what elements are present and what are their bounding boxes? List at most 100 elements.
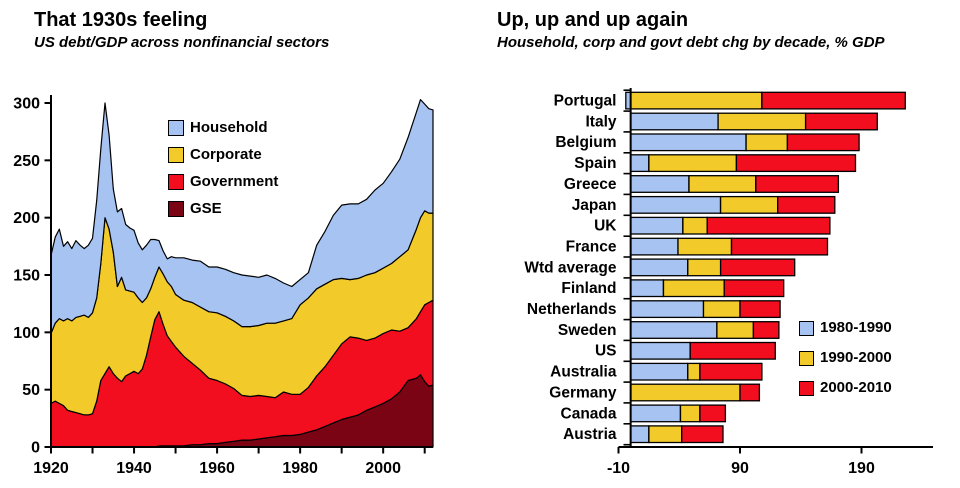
bar-segment-wtd-average-2000-2010 (719, 258, 796, 277)
bar-segment-uk-1980-1990 (629, 216, 684, 235)
bar-segment-sweden-1980-1990 (629, 321, 718, 339)
bar-segment-belgium-1980-1990 (629, 133, 747, 152)
x-tick-label: 1920 (33, 460, 69, 477)
category-label: US (595, 343, 617, 360)
bar-segment-belgium-1990-2000 (745, 133, 789, 152)
legend-label-household: Household (190, 119, 268, 136)
bar-segment-greece-1980-1990 (629, 175, 690, 193)
decade-1980-swatch (799, 320, 814, 336)
category-label: Spain (574, 155, 616, 172)
bar-segment-finland-1980-1990 (629, 279, 665, 298)
x-tick-label: 1980 (282, 460, 318, 477)
bar-segment-finland-1990-2000 (662, 279, 725, 298)
legend-item-household: Household (168, 120, 278, 136)
household-swatch (168, 120, 184, 136)
bar-segment-greece-1990-2000 (688, 175, 757, 193)
x-tick-label: 2000 (365, 460, 401, 477)
bar-segment-portugal-1990-2000 (629, 91, 763, 110)
x-tick-label: 1960 (199, 460, 235, 477)
category-label: Austria (563, 426, 617, 443)
bar-segment-finland-2000-2010 (723, 279, 785, 298)
y-tick-label: 0 (31, 440, 40, 457)
left-chart-title: That 1930s feeling (34, 9, 208, 31)
bar-segment-netherlands-1990-2000 (702, 300, 741, 319)
left-chart-legend: Household Corporate Government GSE (168, 120, 278, 228)
right-chart-legend: 1980-1990 1990-2000 2000-2010 (799, 320, 892, 410)
category-label: Canada (561, 405, 617, 422)
legend-item-gse: GSE (168, 201, 278, 217)
x-tick-label: 1940 (116, 460, 152, 477)
bar-segment-belgium-2000-2010 (786, 133, 860, 152)
bar-segment-portugal-2000-2010 (761, 91, 906, 110)
y-tick-label: 50 (22, 382, 40, 399)
legend-item-corporate: Corporate (168, 147, 278, 163)
x-tick-label: -10 (607, 460, 630, 477)
y-tick-label: 300 (13, 96, 40, 113)
bar-segment-spain-1980-1990 (629, 154, 650, 173)
y-tick-label: 100 (13, 325, 40, 342)
left-chart-subtitle: US debt/GDP across nonfinancial sectors (34, 34, 330, 51)
bar-segment-japan-1990-2000 (719, 195, 779, 214)
bar-segment-japan-1980-1990 (629, 195, 722, 214)
category-label: Sweden (558, 322, 617, 339)
legend-item-2000-2010: 2000-2010 (799, 380, 892, 396)
bar-segment-austria-2000-2010 (681, 425, 724, 444)
bar-segment-spain-2000-2010 (735, 154, 857, 173)
bar-segment-austria-1980-1990 (629, 425, 650, 444)
bar-segment-germany-2000-2010 (739, 383, 761, 402)
bar-segment-netherlands-1980-1990 (629, 300, 705, 319)
right-chart-subtitle: Household, corp and govt debt chg by dec… (497, 34, 885, 51)
legend-label-corporate: Corporate (190, 146, 262, 163)
bar-segment-france-2000-2010 (730, 237, 829, 256)
bar-segment-canada-2000-2010 (699, 404, 727, 423)
legend-item-1990-2000: 1990-2000 (799, 350, 892, 366)
y-tick-label: 200 (13, 210, 40, 227)
bar-segment-greece-2000-2010 (755, 175, 840, 193)
gse-swatch (168, 201, 184, 217)
category-label: Finland (561, 280, 616, 297)
bar-segment-canada-1990-2000 (679, 404, 701, 423)
category-label: Netherlands (527, 301, 617, 318)
bar-segment-france-1980-1990 (629, 237, 679, 256)
legend-label-1980-1990: 1980-1990 (820, 319, 892, 336)
bar-segment-us-2000-2010 (689, 341, 776, 360)
bar-segment-france-1990-2000 (677, 237, 733, 256)
bar-segment-italy-2000-2010 (804, 112, 878, 131)
bar-segment-wtd-average-1980-1990 (629, 258, 689, 277)
category-label: France (566, 238, 617, 255)
category-label: Italy (585, 113, 616, 130)
bar-segment-uk-2000-2010 (706, 216, 831, 235)
legend-label-1990-2000: 1990-2000 (820, 349, 892, 366)
category-label: Germany (549, 384, 617, 401)
x-tick-label: 90 (731, 460, 749, 477)
category-label: Japan (572, 197, 617, 214)
category-label: Portugal (554, 93, 617, 110)
bar-segment-us-1980-1990 (629, 341, 691, 360)
legend-label-2000-2010: 2000-2010 (820, 379, 892, 396)
bar-segment-austria-1990-2000 (648, 425, 683, 444)
legend-item-government: Government (168, 174, 278, 190)
bar-segment-spain-1990-2000 (648, 154, 738, 173)
bar-segment-japan-2000-2010 (777, 195, 836, 214)
bar-segment-canada-1980-1990 (629, 404, 682, 423)
corporate-swatch (168, 147, 184, 163)
bar-segment-wtd-average-1990-2000 (687, 258, 722, 277)
bar-segment-sweden-1990-2000 (716, 321, 755, 339)
bar-segment-netherlands-2000-2010 (739, 300, 781, 319)
bar-segment-germany-1990-2000 (629, 383, 741, 402)
bar-segment-australia-1980-1990 (629, 362, 689, 381)
bar-segment-italy-1990-2000 (717, 112, 807, 131)
x-tick-label: 190 (848, 460, 875, 477)
bar-segment-italy-1980-1990 (629, 112, 719, 131)
y-tick-label: 150 (13, 268, 40, 285)
y-tick-label: 250 (13, 153, 40, 170)
category-label: Belgium (555, 134, 616, 151)
legend-label-gse: GSE (190, 200, 222, 217)
legend-label-government: Government (190, 173, 279, 190)
right-chart-title: Up, up and up again (497, 9, 689, 31)
legend-item-1980-1990: 1980-1990 (799, 320, 892, 336)
bar-segment-uk-1990-2000 (682, 216, 708, 235)
decade-2000-swatch (799, 380, 814, 396)
